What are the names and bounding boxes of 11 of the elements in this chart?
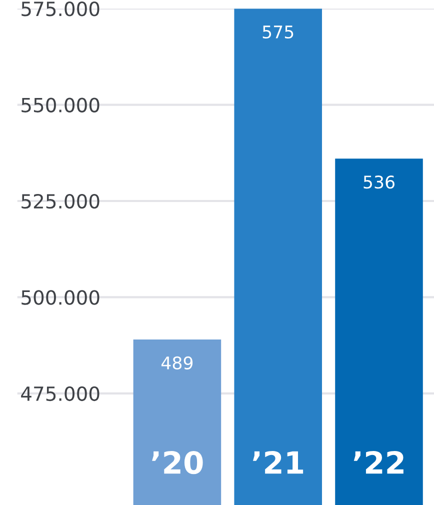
y-tick-label: 475.000 [21, 386, 100, 402]
data-label: 489 [161, 356, 193, 370]
y-tick-label: 575.000 [22, 2, 100, 16]
data-label: 575 [262, 26, 294, 39]
x-tick-label: ’21 [252, 450, 304, 474]
y-tick-label: 525.000 [22, 194, 100, 209]
x-tick-label: ’20 [152, 450, 203, 474]
y-tick-label: 550.000 [22, 98, 100, 112]
y-tick-label: 500.000 [22, 290, 100, 305]
x-tick-label: ’22 [354, 450, 404, 474]
data-label: 536 [364, 176, 394, 189]
